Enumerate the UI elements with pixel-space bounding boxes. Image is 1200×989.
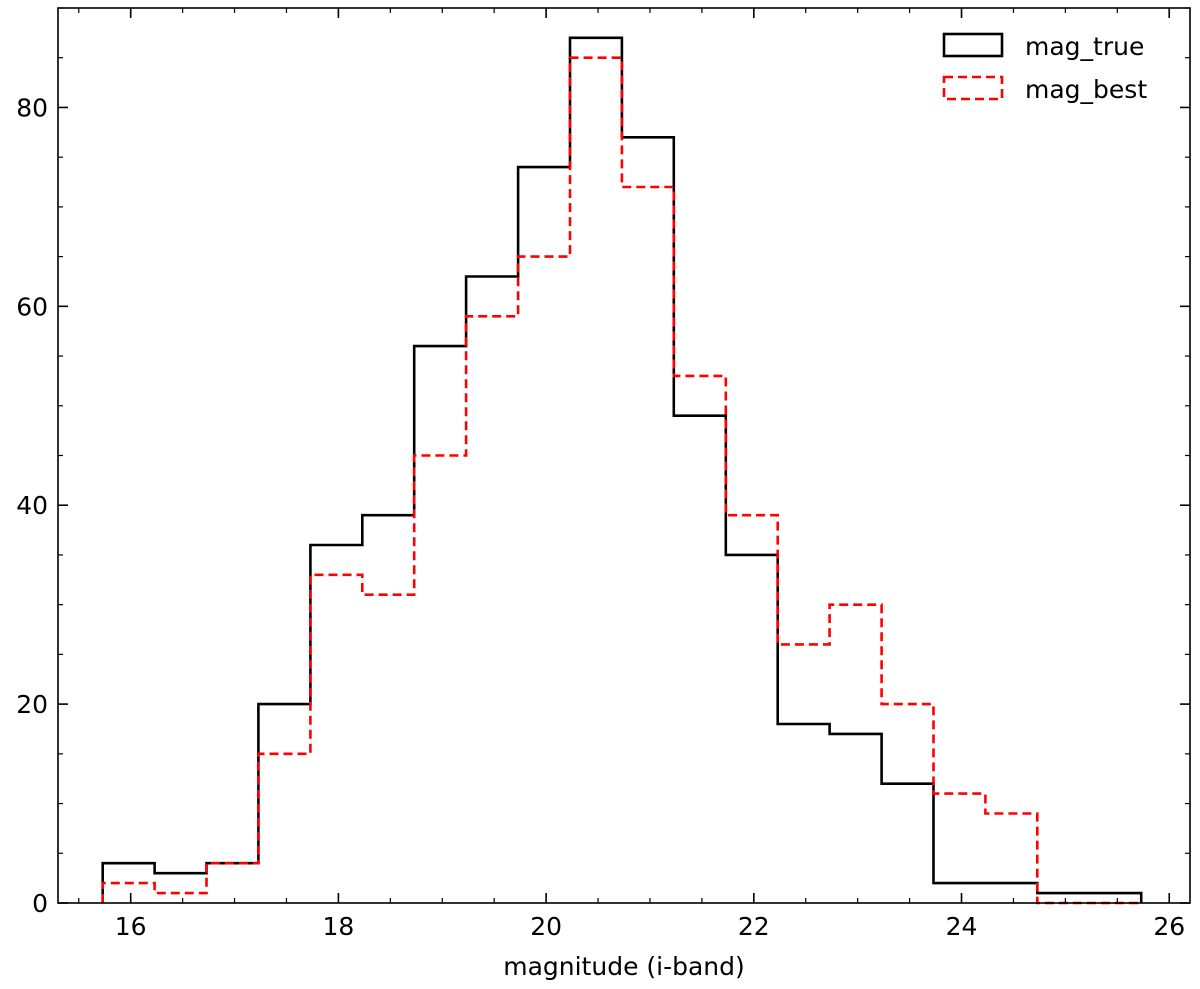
x-axis-label: magnitude (i-band) <box>503 952 745 981</box>
legend-label-mag-best: mag_best <box>1025 75 1147 104</box>
x-tick-label: 20 <box>530 912 562 941</box>
y-tick-label: 20 <box>16 690 48 719</box>
y-tick-label: 40 <box>16 491 48 520</box>
legend-label-mag-true: mag_true <box>1025 32 1144 61</box>
plot-frame <box>57 7 1191 904</box>
y-tick-label: 60 <box>16 292 48 321</box>
legend-swatch-mag-true <box>942 32 1004 58</box>
plot-background <box>58 8 1190 903</box>
y-tick-label: 0 <box>32 889 48 918</box>
y-tick-label: 80 <box>16 93 48 122</box>
legend: mag_true mag_best <box>942 32 1147 104</box>
x-tick-label: 16 <box>115 912 147 941</box>
legend-swatch-mag-best <box>942 75 1004 101</box>
x-tick-label: 18 <box>322 912 354 941</box>
series-step-mag-best <box>101 56 1142 905</box>
ticks-layer: 16 18 20 22 24 26 0 20 40 60 80 <box>16 7 1190 941</box>
x-tick-label: 22 <box>738 912 770 941</box>
x-tick-label: 24 <box>946 912 978 941</box>
series-layer <box>101 36 1143 905</box>
x-tick-label: 26 <box>1153 912 1185 941</box>
